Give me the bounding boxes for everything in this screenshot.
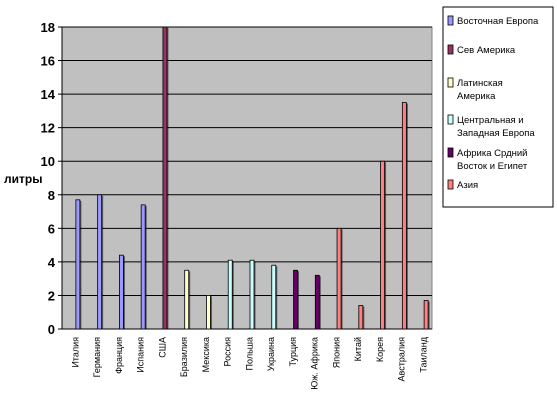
bar xyxy=(271,264,277,330)
y-tick-label: 10 xyxy=(41,154,55,169)
bar xyxy=(380,160,385,330)
bar-side xyxy=(145,205,147,329)
x-tick-labels: Италия Германия Франция Испания США Бразилия М… xyxy=(70,336,428,390)
legend-swatch xyxy=(447,179,454,190)
x-tick-label: Корея xyxy=(375,337,385,362)
bar-side xyxy=(362,306,365,329)
y-tick-label: 8 xyxy=(48,188,55,203)
legend-label: Западная Европа xyxy=(457,128,535,139)
bar-side xyxy=(166,28,169,329)
bar-side xyxy=(297,271,300,329)
y-tick-label: 0 xyxy=(48,322,55,337)
plot-background xyxy=(61,26,433,330)
x-tick-label: Таиланд xyxy=(418,336,428,372)
bar xyxy=(293,269,298,330)
x-tick-label: Австралия xyxy=(397,337,407,382)
legend: Восточная Европа Сев Америка Латинская Амер… xyxy=(442,6,554,208)
x-tick-label: Испания xyxy=(136,337,146,373)
bar xyxy=(401,102,407,330)
x-tick-label: Китай xyxy=(353,337,363,361)
bar-side xyxy=(384,162,387,329)
bar xyxy=(184,269,190,330)
bar-side xyxy=(188,271,191,329)
legend-swatch xyxy=(447,44,454,55)
x-tick-label: Япония xyxy=(331,337,341,368)
x-tick-label: Италия xyxy=(70,337,80,368)
bar xyxy=(358,305,364,330)
bar xyxy=(336,227,342,330)
legend-label: Азия xyxy=(457,180,478,191)
legend-swatch xyxy=(447,15,454,26)
legend-label: Восточная Европа xyxy=(457,16,539,27)
bar xyxy=(140,204,146,330)
legend-swatch xyxy=(447,114,454,125)
bar-side xyxy=(210,296,212,329)
bar-side xyxy=(123,256,125,329)
bars xyxy=(75,26,430,330)
bar xyxy=(423,300,429,330)
legend-label: Латинская xyxy=(457,78,503,89)
legend-swatch xyxy=(447,77,454,88)
y-tick-label: 14 xyxy=(41,87,56,102)
x-tick-label: Украина xyxy=(266,337,276,371)
bar-side xyxy=(406,103,408,329)
x-tick-label: Турция xyxy=(288,337,298,367)
legend-label: Восток и Египет xyxy=(457,161,528,172)
bar-side xyxy=(341,229,343,329)
x-tick-label: Бразилия xyxy=(179,337,189,377)
bar-side xyxy=(428,301,430,329)
bar xyxy=(249,259,255,330)
bar xyxy=(97,194,103,330)
bar xyxy=(75,199,81,330)
bar xyxy=(206,295,211,330)
bar xyxy=(162,26,168,330)
legend-label: Америка xyxy=(457,91,496,102)
legend-box xyxy=(442,6,554,208)
bar xyxy=(314,274,320,330)
y-tick-label: 12 xyxy=(41,121,55,136)
y-tick-label: 18 xyxy=(41,20,55,35)
legend-label: Сев Америка xyxy=(457,45,516,56)
legend-label: Центральная и xyxy=(457,115,524,126)
x-tick-label: Франция xyxy=(114,337,124,374)
y-tick-label: 6 xyxy=(48,221,55,236)
x-tick-label: Юж. Африка xyxy=(310,337,320,390)
x-tick-label: Мексика xyxy=(201,337,211,372)
bar-side xyxy=(101,195,104,329)
plot-area xyxy=(61,26,433,330)
legend-label: Африка Срдний xyxy=(457,148,527,159)
x-tick-label: Германия xyxy=(92,337,102,377)
x-tick-label: Россия xyxy=(223,337,233,367)
bar xyxy=(227,259,233,330)
y-tick-label: 16 xyxy=(41,54,55,69)
bar-side xyxy=(79,200,82,329)
y-axis-label: литры xyxy=(4,172,42,186)
bar-side xyxy=(275,266,278,329)
y-tick-label: 2 xyxy=(48,288,55,303)
bar-side xyxy=(232,261,234,329)
x-tick-label: Польша xyxy=(244,337,254,370)
bar xyxy=(119,254,124,330)
legend-swatch xyxy=(447,147,454,158)
bar-side xyxy=(319,276,321,329)
bar-side xyxy=(254,261,256,329)
x-tick-label: США xyxy=(157,337,167,358)
y-tick-label: 4 xyxy=(48,255,56,270)
